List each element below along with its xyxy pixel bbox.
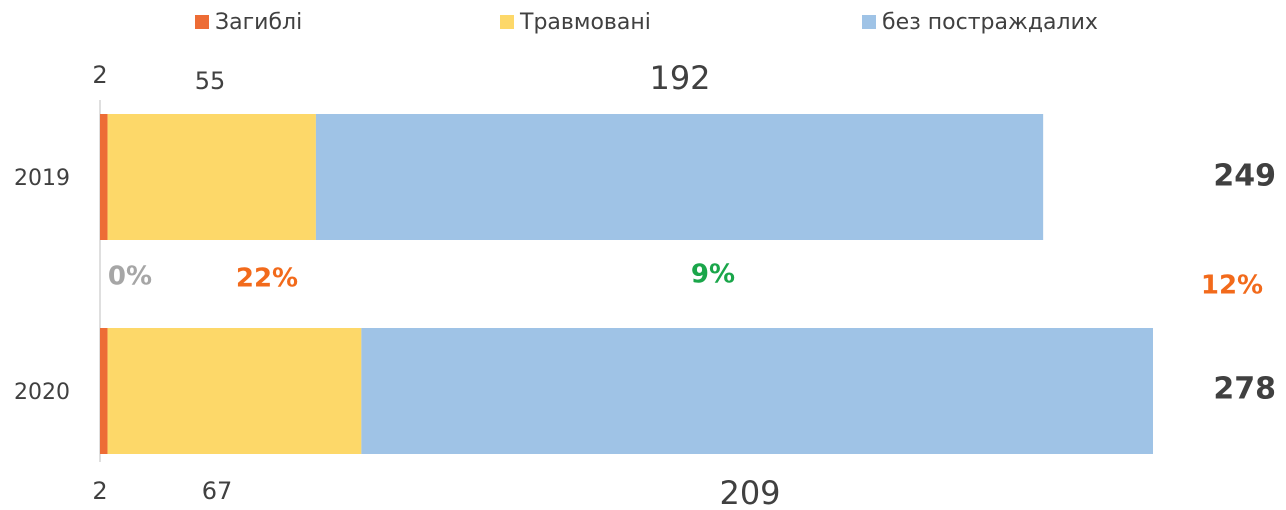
category-label: 2020 (14, 380, 70, 405)
legend-label: Травмовані (519, 10, 651, 35)
category-label: 2019 (14, 166, 70, 191)
legend-label: без постраждалих (882, 10, 1098, 35)
legend-swatch (862, 15, 876, 29)
data-label: 192 (649, 59, 710, 97)
bar-segment (315, 114, 1044, 240)
change-label: 22% (236, 264, 298, 294)
bar-segment (107, 328, 362, 454)
legend-label: Загиблі (215, 10, 302, 35)
data-label: 2 (92, 477, 107, 505)
bar-segment (361, 328, 1154, 454)
data-label: 67 (202, 477, 233, 505)
total-label: 249 (1213, 159, 1276, 194)
change-label: 12% (1201, 271, 1263, 301)
legend-swatch (500, 15, 514, 29)
bar-segment (100, 114, 108, 240)
data-label: 209 (719, 474, 780, 510)
legend-swatch (195, 15, 209, 29)
change-label: 9% (691, 260, 735, 290)
bar-segment (100, 328, 108, 454)
data-label: 55 (195, 67, 226, 95)
total-label: 278 (1213, 372, 1276, 407)
data-label: 2 (92, 61, 107, 89)
bar-segment (107, 114, 316, 240)
change-label: 0% (108, 262, 152, 292)
